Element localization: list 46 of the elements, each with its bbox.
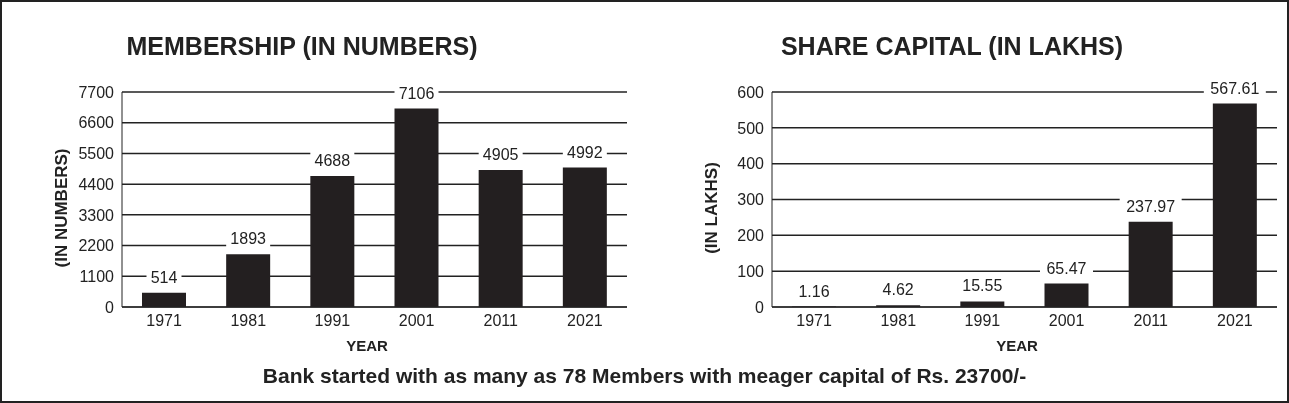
x-tick-label: 2001	[1048, 312, 1085, 330]
y-tick-label: 600	[737, 83, 765, 101]
x-tick-label: 1971	[796, 312, 832, 330]
x-tick-label: 2011	[483, 312, 519, 330]
data-label: 567.61	[1210, 79, 1260, 97]
data-label: 514	[150, 268, 178, 286]
data-label: 4905	[482, 146, 519, 164]
x-tick-label: 1991	[964, 312, 1001, 330]
x-tick-label: 1981	[230, 312, 267, 330]
x-tick-label: 1991	[314, 312, 351, 330]
y-tick-label: 400	[737, 155, 765, 173]
y-tick-label: 7700	[78, 83, 115, 101]
y-tick-label: 4400	[78, 175, 115, 193]
y-tick-label: 5500	[78, 145, 115, 163]
y-tick-label: 500	[737, 119, 765, 137]
x-tick-label: 2011	[1133, 312, 1169, 330]
y-tick-label: 6600	[78, 114, 115, 132]
x-tick-label: 2021	[1217, 312, 1253, 330]
data-label: 237.97	[1126, 197, 1176, 215]
y-tick-label: 3300	[78, 206, 115, 224]
data-label: 4688	[314, 152, 351, 170]
data-label: 4992	[567, 143, 603, 161]
data-label: 1893	[230, 230, 267, 248]
data-label: 4.62	[882, 281, 914, 299]
chart-title: SHARE CAPITAL (IN LAKHS)	[779, 32, 1125, 61]
y-tick-label: 0	[105, 298, 115, 316]
x-axis-title: YEAR	[345, 337, 389, 354]
data-label: 7106	[398, 84, 435, 102]
y-tick-label: 300	[737, 191, 765, 209]
x-tick-label: 1981	[880, 312, 917, 330]
y-tick-label: 0	[755, 298, 765, 316]
y-tick-label: 100	[737, 262, 765, 280]
text: Bank started with as many as 78 Members with meager capital of Rs. 23700/-	[261, 364, 1028, 388]
y-tick-label: 1100	[79, 267, 115, 285]
data-label: 1.16	[798, 282, 830, 300]
y-axis-title: (IN LAKHS)	[702, 161, 722, 256]
x-tick-label: 2001	[398, 312, 435, 330]
y-axis-title: (IN NUMBERS)	[52, 147, 72, 270]
x-tick-label: 1971	[146, 312, 182, 330]
y-tick-label: 2200	[78, 237, 115, 255]
chart-title: MEMBERSHIP (IN NUMBERS)	[125, 32, 479, 61]
y-tick-label: 200	[737, 227, 765, 245]
x-tick-label: 2021	[567, 312, 603, 330]
x-axis-title: YEAR	[995, 337, 1039, 354]
data-label: 65.47	[1046, 259, 1087, 277]
data-label: 15.55	[962, 277, 1003, 295]
